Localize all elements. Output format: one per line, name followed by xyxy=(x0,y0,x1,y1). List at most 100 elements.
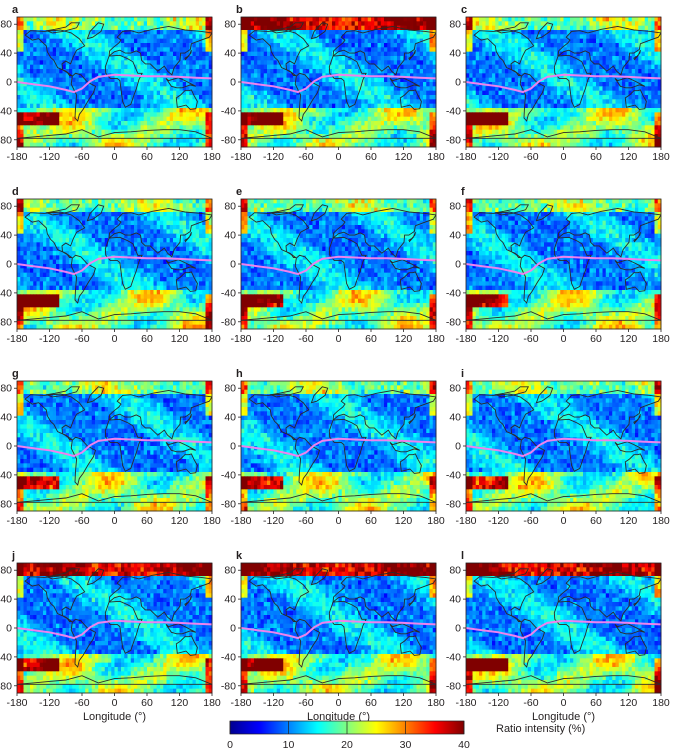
heatmap-cell xyxy=(59,56,63,61)
heatmap-cell xyxy=(635,95,639,100)
heatmap-cell xyxy=(479,99,483,105)
heatmap-cell xyxy=(406,51,411,57)
heatmap-cell xyxy=(315,134,320,139)
heatmap-cell xyxy=(306,21,310,27)
heatmap-cell xyxy=(579,64,584,70)
heatmap-cell xyxy=(605,64,610,70)
heatmap-cell xyxy=(104,43,109,48)
heatmap-cell xyxy=(573,64,577,70)
heatmap-cell xyxy=(273,69,278,74)
heatmap-cell xyxy=(75,129,80,135)
heatmap-cell xyxy=(78,77,83,83)
heatmap-cell xyxy=(88,60,93,66)
heatmap-cell xyxy=(250,90,255,96)
heatmap-cell xyxy=(628,25,633,31)
heatmap-cell xyxy=(403,86,408,92)
heatmap-cell xyxy=(586,69,590,74)
heatmap-cell xyxy=(283,73,287,79)
heatmap-cell xyxy=(121,56,125,61)
heatmap-cell xyxy=(75,121,80,126)
heatmap-cell xyxy=(33,43,37,48)
heatmap-cell xyxy=(628,51,633,57)
heatmap-cell xyxy=(393,82,398,87)
heatmap-cell xyxy=(309,47,313,53)
heatmap-cell xyxy=(566,51,571,57)
heatmap-cell xyxy=(586,82,590,87)
heatmap-cell xyxy=(283,64,287,70)
heatmap-cell xyxy=(208,69,213,74)
heatmap-cell xyxy=(65,51,70,57)
heatmap-cell xyxy=(169,38,174,44)
heatmap-cell xyxy=(416,108,421,113)
heatmap-cell xyxy=(397,43,401,48)
heatmap-cell xyxy=(495,82,499,87)
heatmap-cell xyxy=(186,125,190,131)
heatmap-cell xyxy=(544,47,548,53)
heatmap-cell xyxy=(49,25,54,31)
heatmap-cell xyxy=(472,51,477,57)
heatmap-cell xyxy=(108,17,112,22)
heatmap-cell xyxy=(276,142,281,148)
heatmap-cell xyxy=(52,138,57,144)
heatmap-cell xyxy=(182,73,187,79)
heatmap-cell xyxy=(134,134,138,139)
heatmap-cell xyxy=(306,108,310,113)
heatmap-cell xyxy=(26,108,31,113)
heatmap-cell xyxy=(111,125,115,131)
heatmap-cell xyxy=(43,108,47,113)
heatmap-cell xyxy=(387,60,391,66)
heatmap-cell xyxy=(625,99,629,105)
heatmap-cell xyxy=(609,86,613,92)
heatmap-cell xyxy=(384,56,388,61)
heatmap-cell xyxy=(501,56,506,61)
heatmap-cell xyxy=(429,142,434,148)
heatmap-cell xyxy=(257,90,261,96)
heatmap-cell xyxy=(104,99,109,105)
heatmap-cell xyxy=(328,38,333,44)
heatmap-cell xyxy=(312,25,317,31)
heatmap-cell xyxy=(26,56,31,61)
heatmap-cell xyxy=(419,51,424,57)
heatmap-cell xyxy=(244,43,248,48)
heatmap-cell xyxy=(416,121,421,126)
heatmap-cell xyxy=(534,77,538,83)
heatmap-cell xyxy=(622,77,626,83)
heatmap-cell xyxy=(49,51,54,57)
heatmap-cell xyxy=(173,138,177,144)
heatmap-cell xyxy=(254,30,258,35)
heatmap-cell xyxy=(179,60,184,66)
heatmap-cell xyxy=(117,142,122,148)
heatmap-cell xyxy=(254,142,258,148)
heatmap-cell xyxy=(596,64,600,70)
heatmap-cell xyxy=(371,64,375,70)
heatmap-cell xyxy=(254,73,258,79)
heatmap-cell xyxy=(98,99,102,105)
heatmap-cell xyxy=(88,142,93,148)
heatmap-cell xyxy=(306,142,310,148)
heatmap-cell xyxy=(547,56,551,61)
heatmap-cell xyxy=(406,38,411,44)
heatmap-cell xyxy=(108,99,112,105)
heatmap-cell xyxy=(30,116,34,122)
heatmap-cell xyxy=(43,25,47,31)
heatmap-cell xyxy=(475,51,480,57)
heatmap-cell xyxy=(312,51,317,57)
heatmap-cell xyxy=(322,125,326,131)
heatmap-cell xyxy=(364,134,369,139)
heatmap-cell xyxy=(566,25,571,31)
heatmap-cell xyxy=(426,95,430,100)
heatmap-cell xyxy=(393,69,398,74)
heatmap-cell xyxy=(121,30,125,35)
heatmap-cell xyxy=(596,82,600,87)
heatmap-cell xyxy=(495,25,499,31)
heatmap-cell xyxy=(596,51,600,57)
heatmap-cell xyxy=(82,56,86,61)
heatmap-cell xyxy=(111,142,115,148)
heatmap-cell xyxy=(260,103,265,109)
heatmap-cell xyxy=(492,56,496,61)
heatmap-cell xyxy=(260,90,265,96)
heatmap-cell xyxy=(17,30,21,35)
heatmap-cell xyxy=(534,21,538,27)
heatmap-cell xyxy=(361,121,365,126)
heatmap-cell xyxy=(52,43,57,48)
